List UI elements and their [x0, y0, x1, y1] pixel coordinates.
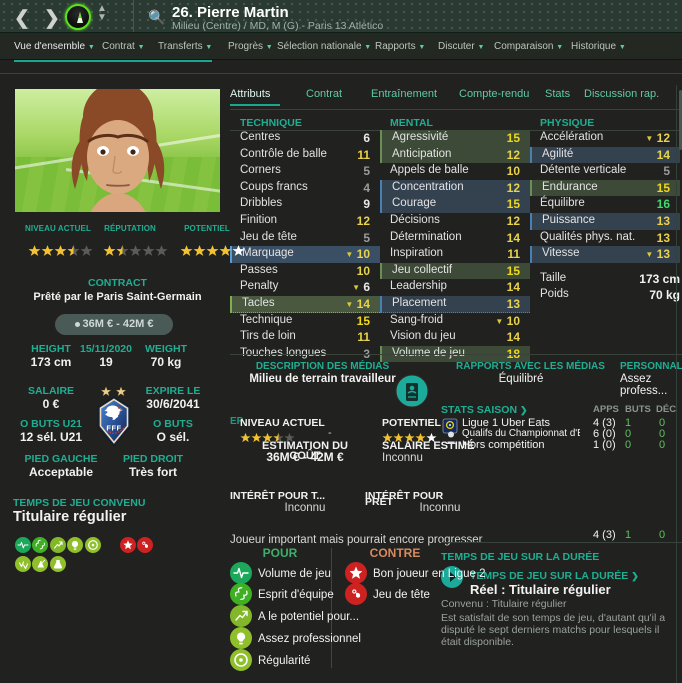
svg-text:FFF: FFF	[106, 424, 121, 433]
